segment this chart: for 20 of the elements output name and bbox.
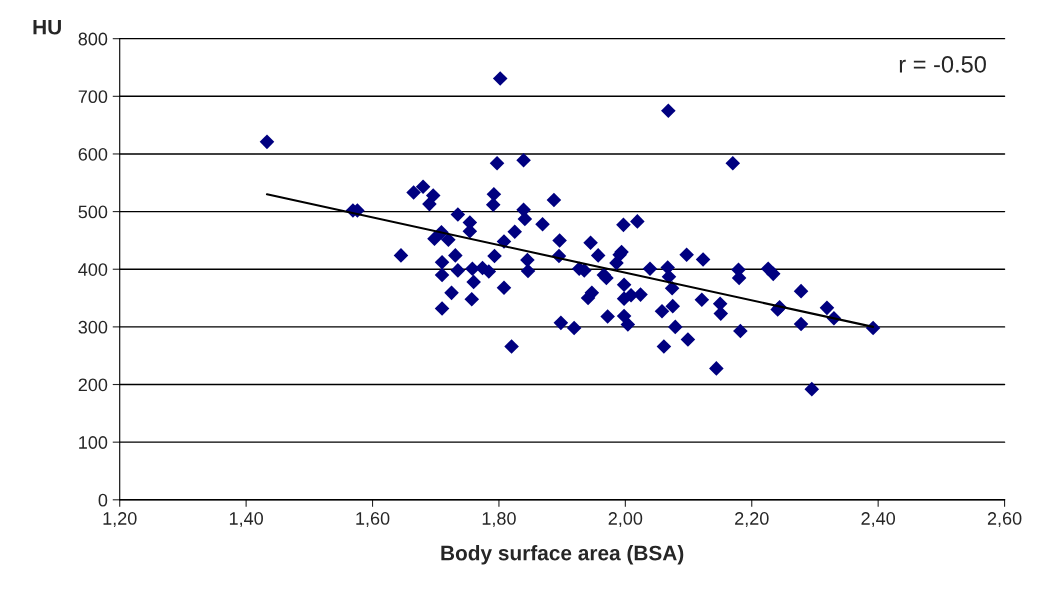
x-tick-label: 2,00 <box>608 512 643 527</box>
x-tick-label: 2,40 <box>861 512 896 527</box>
annotation: r = -0.50 <box>899 55 986 73</box>
y-tick-label: 800 <box>78 32 108 46</box>
y-axis-title: HU <box>33 20 61 35</box>
x-axis-title: Body surface area (BSA) <box>441 545 684 565</box>
y-tick-label: 0 <box>98 493 108 507</box>
x-tick-label: 1,80 <box>482 512 516 527</box>
x-tick-label: 2,60 <box>987 512 1022 527</box>
y-tick-label: 300 <box>78 320 108 334</box>
x-tick-label: 2,20 <box>735 512 769 527</box>
y-tick-label: 500 <box>78 205 108 219</box>
y-tick-label: 100 <box>79 436 108 449</box>
y-tick-label: 200 <box>78 378 108 392</box>
x-tick-label: 1,20 <box>103 512 137 527</box>
y-tick-label: 400 <box>78 263 108 276</box>
y-tick-label: 600 <box>78 147 108 161</box>
y-tick-label: 700 <box>78 90 108 104</box>
x-tick-label: 1,40 <box>229 512 263 527</box>
x-tick-label: 1,60 <box>356 512 390 527</box>
